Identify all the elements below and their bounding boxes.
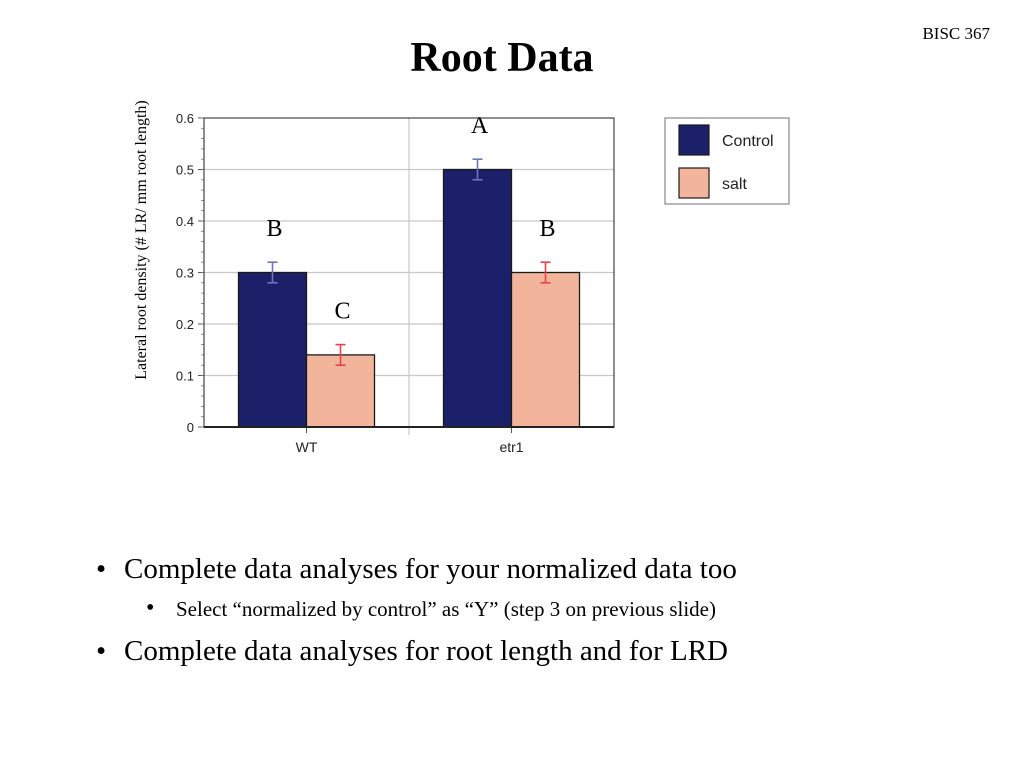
y-tick-label: 0.6 xyxy=(176,111,194,126)
bullet-text: Complete data analyses for root length a… xyxy=(124,634,729,667)
sub-bullet-text: Select “normalized by control” as “Y” (s… xyxy=(176,596,716,621)
bullet-dot: • xyxy=(146,594,155,621)
y-tick-label: 0.1 xyxy=(176,369,194,384)
slide-title: Root Data xyxy=(410,35,594,81)
course-tag: BISC 367 xyxy=(922,24,990,43)
y-tick-label: 0.3 xyxy=(176,266,194,281)
bullet-dot: • xyxy=(96,553,107,585)
x-tick-label: etr1 xyxy=(499,439,523,455)
bullet-dot: • xyxy=(96,634,107,667)
significance-letter: B xyxy=(539,216,555,242)
bullet-list: • Complete data analyses for your normal… xyxy=(96,552,996,681)
y-tick-label: 0.5 xyxy=(176,163,194,178)
legend-label-salt: salt xyxy=(722,176,747,193)
sub-bullet-item: • Select “normalized by control” as “Y” … xyxy=(96,594,996,622)
significance-letter: A xyxy=(471,113,489,139)
bar-control-etr1 xyxy=(442,168,513,428)
significance-letter: B xyxy=(266,216,282,242)
bar-salt-etr1 xyxy=(510,271,581,428)
lateral-root-density-bar-chart: Lateral root density (# LR/ mm root leng… xyxy=(133,100,790,455)
chart-legend: Control salt xyxy=(664,117,790,205)
bullet-text: Complete data analyses for your normaliz… xyxy=(124,553,737,585)
significance-letter: C xyxy=(334,299,350,325)
y-tick-label: 0 xyxy=(187,420,194,435)
x-tick-label: WT xyxy=(296,439,318,455)
y-axis-label: Lateral root density (# LR/ mm root leng… xyxy=(133,100,150,380)
bullet-item: • Complete data analyses for root length… xyxy=(96,634,996,669)
legend-swatch-salt xyxy=(678,167,710,199)
bar-salt-wt xyxy=(305,354,376,428)
bar-control-wt xyxy=(237,271,308,428)
y-tick-label: 0.4 xyxy=(176,214,194,229)
legend-swatch-control xyxy=(678,124,710,156)
bullet-item: • Complete data analyses for your normal… xyxy=(96,552,996,587)
y-tick-label: 0.2 xyxy=(176,317,194,332)
legend-label-control: Control xyxy=(722,133,774,150)
